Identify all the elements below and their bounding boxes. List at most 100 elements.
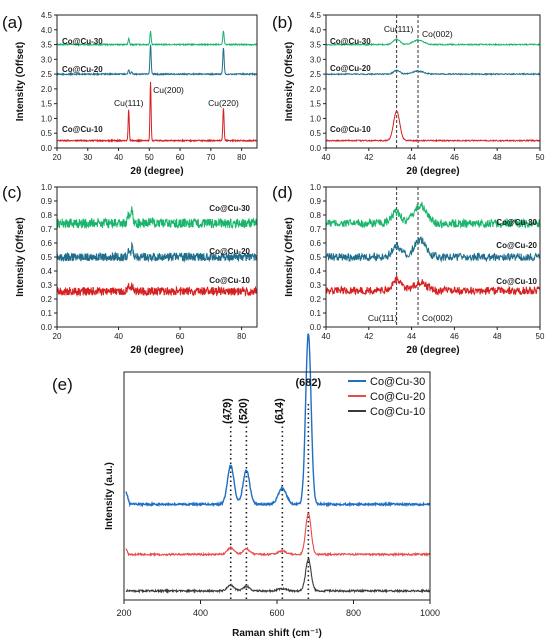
legend-label: Co@Cu-10 — [370, 406, 425, 418]
peak-annotation: Co(002) — [422, 29, 453, 39]
x-tick-label: 44 — [407, 153, 416, 162]
y-tick-label: 4.5 — [41, 11, 53, 20]
y-tick-label: 0.1 — [41, 309, 53, 318]
y-tick-label: 1.0 — [310, 114, 322, 123]
series-line-co-cu-10 — [56, 282, 258, 298]
legend-label: Co@Cu-30 — [370, 376, 425, 388]
x-tick-label: 44 — [407, 332, 416, 341]
legend: Co@Cu-30 Co@Cu-20 Co@Cu-10 — [348, 376, 425, 418]
x-axis-label: 2θ (degree) — [406, 345, 459, 356]
series-label: Co@Cu-30 — [209, 204, 250, 213]
x-tick-label: 60 — [176, 153, 185, 162]
series-label: Co@Cu-10 — [496, 277, 537, 286]
raman-series-3 — [125, 558, 431, 594]
series-line-co-cu-20 — [325, 69, 541, 77]
series-line-co-cu-10 — [56, 81, 258, 143]
x-tick-label: 400 — [193, 608, 208, 618]
x-tick-label: 42 — [364, 332, 373, 341]
x-tick-label: 46 — [450, 153, 459, 162]
peak-annotation: (682) — [296, 377, 322, 389]
raman-series-1 — [125, 333, 431, 508]
y-tick-label: 0.8 — [310, 211, 322, 220]
x-tick-label: 50 — [536, 332, 545, 341]
y-tick-label: 4.0 — [41, 26, 53, 35]
y-tick-label: 0.4 — [41, 267, 53, 276]
y-tick-label: 0.1 — [310, 309, 322, 318]
y-axis-label: Intensity (Offset) — [15, 42, 26, 121]
panel-label: (d) — [272, 183, 293, 202]
y-tick-label: 1.0 — [310, 183, 322, 192]
y-tick-label: 2.5 — [310, 70, 322, 79]
x-tick-label: 1000 — [420, 608, 440, 618]
y-tick-label: 3.0 — [41, 55, 53, 64]
y-tick-label: 4.5 — [310, 11, 322, 20]
x-tick-label: 70 — [206, 153, 215, 162]
x-tick-label: 40 — [322, 153, 331, 162]
series-label: Co@Cu-30 — [62, 37, 103, 46]
series-label: Co@Cu-10 — [62, 125, 103, 134]
y-tick-label: 3.0 — [310, 55, 322, 64]
series-line-co-cu-30 — [56, 30, 258, 47]
y-tick-label: 0.0 — [41, 323, 53, 332]
y-axis-label: Intensity (Offset) — [284, 42, 295, 121]
y-tick-label: 0.8 — [41, 211, 53, 220]
y-tick-label: 0.3 — [41, 281, 53, 290]
panel-c: (c) 20 40 60 80 0.0 0.1 0.2 0.3 0.4 0.5 0.6 0.7 0.8 0.… — [2, 183, 258, 356]
y-tick-label: 0.5 — [41, 129, 53, 138]
x-axis-label: Raman shift (cm⁻¹) — [232, 628, 322, 639]
series-line-co-cu-20 — [56, 44, 258, 77]
raman-series-2 — [125, 512, 431, 558]
legend-label: Co@Cu-20 — [370, 391, 425, 403]
series-line-co-cu-30 — [56, 206, 258, 230]
x-tick-label: 50 — [145, 153, 154, 162]
panel-d: (d) 40 42 44 46 48 50 0.0 0.1 0.2 0.3 0.4 0.5 0.6 0.7 0… — [272, 183, 545, 356]
peak-annotation: (614) — [273, 398, 285, 424]
series-line-co-cu-10 — [325, 273, 541, 296]
peak-annotation: (520) — [237, 398, 249, 424]
series-label: Co@Cu-20 — [62, 65, 103, 74]
peak-annotation: (479) — [222, 398, 234, 424]
series-label: Co@Cu-30 — [496, 218, 537, 227]
panel-label: (c) — [2, 183, 22, 202]
x-axis-label: 2θ (degree) — [130, 166, 183, 177]
y-tick-label: 0.0 — [310, 144, 322, 153]
panel-e: (e) 200 400 600 800 1000 Raman shift (cm⁻¹) Int… — [52, 333, 440, 639]
x-tick-label: 48 — [493, 332, 502, 341]
peak-annotation: Cu(111) — [384, 24, 414, 34]
y-tick-label: 0.0 — [310, 323, 322, 332]
x-tick-label: 30 — [83, 153, 92, 162]
y-tick-label: 2.5 — [41, 70, 53, 79]
plot-frame — [56, 14, 258, 149]
x-tick-label: 40 — [322, 332, 331, 341]
y-tick-label: 0.5 — [310, 253, 322, 262]
peak-annotation: Co(002) — [422, 313, 453, 323]
series-line-co-cu-20 — [325, 236, 541, 263]
y-tick-label: 0.9 — [41, 197, 53, 206]
y-tick-label: 0.0 — [41, 144, 53, 153]
series-label: Co@Cu-10 — [209, 276, 250, 285]
y-tick-label: 0.9 — [310, 197, 322, 206]
series-label: Co@Cu-20 — [209, 247, 250, 256]
y-axis-label: Intensity (a.u.) — [104, 462, 115, 530]
x-tick-label: 50 — [536, 153, 545, 162]
plot-frame — [325, 14, 541, 149]
panel-b: (b) 40 42 44 46 48 50 0.0 0.5 1.0 1.5 2.0 2.5 3.0 3.5 4… — [272, 11, 545, 177]
y-tick-label: 0.6 — [310, 239, 322, 248]
x-tick-label: 60 — [176, 332, 185, 341]
series-label: Co@Cu-30 — [330, 37, 371, 46]
x-tick-label: 40 — [114, 332, 123, 341]
series-label: Co@Cu-10 — [330, 125, 371, 134]
y-tick-label: 0.6 — [41, 239, 53, 248]
x-tick-label: 20 — [53, 153, 62, 162]
y-tick-label: 0.7 — [41, 225, 53, 234]
y-tick-label: 1.0 — [41, 114, 53, 123]
series-label: Co@Cu-20 — [330, 64, 371, 73]
x-tick-label: 80 — [237, 153, 246, 162]
y-axis-label: Intensity (Offset) — [15, 217, 26, 296]
series-label: Co@Cu-20 — [496, 241, 537, 250]
y-tick-label: 0.2 — [41, 295, 53, 304]
x-tick-label: 48 — [493, 153, 502, 162]
panel-label: (a) — [2, 13, 23, 32]
x-tick-label: 80 — [237, 332, 246, 341]
